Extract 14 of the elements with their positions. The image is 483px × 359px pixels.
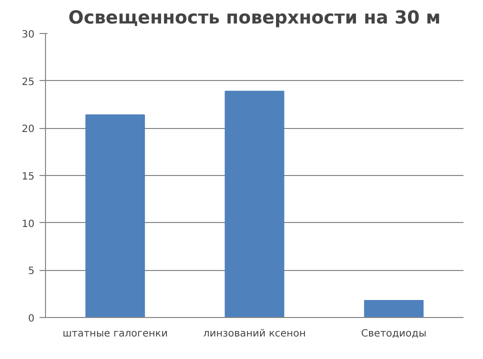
y-tick-label: 15	[22, 172, 35, 182]
y-tick-label: 20	[22, 124, 35, 136]
x-tick-label: линзований ксенон	[203, 328, 306, 340]
y-tick-label: 25	[22, 76, 35, 88]
y-tick-label: 5	[28, 266, 35, 278]
x-tick-label: штатные галогенки	[62, 328, 168, 340]
chart-title: Освещенность поверхности на 30 м	[68, 8, 441, 28]
bar	[85, 114, 145, 318]
y-tick-label: 30	[22, 30, 35, 40]
x-tick-label: Светодиоды	[361, 328, 427, 340]
bar	[224, 90, 284, 318]
y-tick-label: 10	[22, 218, 35, 230]
y-tick-label: 0	[28, 314, 35, 324]
bar	[364, 300, 424, 318]
